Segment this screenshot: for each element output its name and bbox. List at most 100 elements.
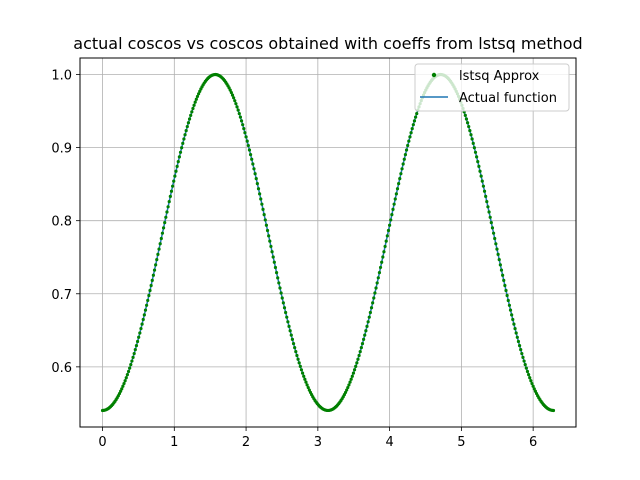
lstsq-approx-point [495,247,499,251]
lstsq-approx-point [185,125,189,129]
lstsq-approx-point [189,113,193,117]
grid [80,58,576,427]
lstsq-approx-point [255,182,259,186]
y-axis: 0.6 0.7 0.8 0.9 1.0 [51,69,80,376]
lstsq-approx-point [172,179,176,183]
lstsq-approx-point [302,374,306,378]
lstsq-approx-point [480,179,484,183]
lstsq-approx-point [293,346,297,350]
lstsq-approx-point [190,110,194,114]
lstsq-approx-point [299,368,304,372]
lstsq-approx-point [494,242,498,246]
lstsq-approx-point [296,357,300,361]
lstsq-approx-point [186,121,191,125]
lstsq-approx-point [143,308,148,312]
lstsq-approx-point [358,350,362,354]
lstsq-approx-point [295,353,299,358]
lstsq-approx-point [160,231,165,235]
legend-label-lstsq-approx: lstsq Approx [459,69,540,84]
lstsq-approx-point [152,268,157,272]
lstsq-approx-point [497,258,501,262]
lstsq-approx-point [269,244,273,249]
lstsq-approx-point [180,146,184,150]
lstsq-approx-point [154,263,158,267]
lstsq-approx-point [119,389,123,393]
lstsq-approx-point [135,339,140,344]
lstsq-approx-point [402,157,406,161]
lstsq-approx-point [125,373,129,377]
lstsq-approx-point [551,408,556,413]
lstsq-approx-point [178,150,183,154]
lstsq-approx-point [262,213,266,217]
lstsq-approx-point [147,293,151,298]
lstsq-approx-point [366,320,370,324]
lstsq-approx-point [515,335,519,339]
lstsq-approx-point [264,223,269,227]
lstsq-approx-point [167,199,171,204]
y-tick-label: 0.7 [51,288,72,303]
lstsq-approx-point [380,260,384,264]
lstsq-approx-point [503,283,507,288]
lstsq-approx-point [228,88,232,92]
y-tick-label: 1.0 [51,69,72,84]
lstsq-approx-point [132,351,136,356]
lstsq-approx-point [151,273,155,277]
lstsq-approx-point [523,363,527,367]
lstsq-approx-point [247,148,252,152]
lstsq-approx-point [281,301,285,305]
lstsq-approx-point [367,315,371,319]
lstsq-approx-point [258,192,262,196]
lstsq-approx-point [502,278,506,282]
lstsq-approx-point [508,308,513,312]
lstsq-approx-point [244,135,248,139]
y-tick-label: 0.8 [51,215,72,230]
lstsq-approx-point [525,369,530,374]
lstsq-approx-point [351,371,356,375]
lstsq-approx-point [294,350,298,354]
lstsq-approx-point [155,258,159,262]
lstsq-approx-point [530,381,534,386]
lstsq-approx-point [271,255,275,259]
lstsq-approx-point [487,210,491,214]
lstsq-approx-point [491,231,496,235]
lstsq-approx-point [378,265,383,270]
lstsq-approx-point [149,283,153,288]
lstsq-approx-point [347,383,351,387]
lstsq-approx-point [469,133,473,137]
lstsq-approx-point [364,329,368,333]
lstsq-approx-point [129,363,133,367]
x-tick-label: 2 [242,435,250,450]
lstsq-approx-point [390,213,394,217]
lstsq-approx-point [148,288,152,293]
lstsq-approx-point [470,137,474,141]
lstsq-approx-point [521,355,525,359]
lstsq-approx-point [253,172,257,176]
lstsq-approx-point [520,351,524,356]
lstsq-approx-point [285,315,289,319]
lstsq-approx-point [498,263,502,267]
lstsq-approx-point [290,337,295,342]
lstsq-approx-point [161,226,166,230]
legend-label-actual-function: Actual function [459,91,557,106]
lstsq-approx-point [181,141,185,145]
lstsq-approx-point [386,228,391,233]
lstsq-approx-point [512,322,516,326]
lstsq-approx-point [384,239,388,243]
lstsq-approx-point [368,310,372,315]
lstsq-approx-point [404,148,409,152]
lstsq-approx-point [343,390,348,395]
lstsq-approx-point [398,177,402,181]
lstsq-approx-point [256,187,261,191]
lstsq-approx-point [482,189,487,193]
lstsq-approx-point [529,379,533,383]
lstsq-approx-point [252,167,256,171]
lstsq-approx-point [122,381,126,386]
lstsq-approx-point [184,129,188,133]
lstsq-approx-point [288,329,292,333]
lstsq-approx-point [365,324,369,328]
lstsq-approx-point [304,380,308,384]
lstsq-approx-point [468,129,472,133]
chart-title: actual coscos vs coscos obtained with co… [73,34,582,53]
lstsq-approx-point [193,100,197,104]
lstsq-approx-point [484,194,488,198]
